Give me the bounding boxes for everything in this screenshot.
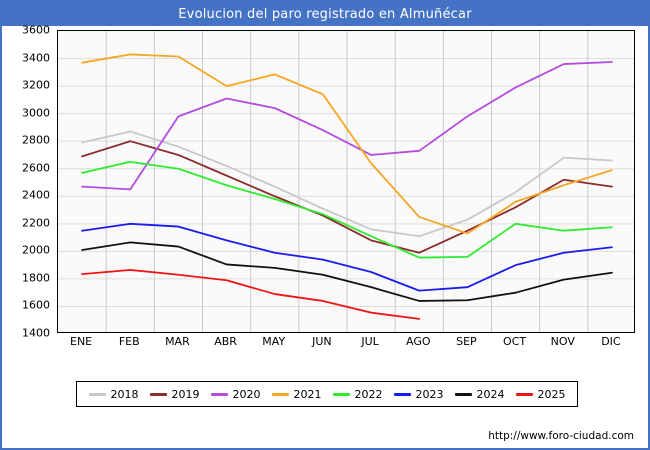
x-axis-tick-label: ABR bbox=[214, 335, 237, 348]
x-axis-tick-label: OCT bbox=[503, 335, 527, 348]
legend-swatch-icon bbox=[515, 392, 533, 396]
y-axis-tick-label: 3600 bbox=[22, 23, 50, 37]
y-axis-tick-label: 3400 bbox=[22, 51, 50, 65]
legend-label: 2021 bbox=[293, 387, 322, 401]
y-axis-tick-label: 2400 bbox=[22, 188, 50, 202]
x-axis-tick-label: SEP bbox=[456, 335, 477, 348]
x-axis-tick-label: MAR bbox=[165, 335, 190, 348]
y-axis-tick-label: 3000 bbox=[22, 106, 50, 120]
x-axis-tick-label: FEB bbox=[118, 335, 140, 348]
plot-area bbox=[57, 30, 635, 333]
x-axis-tick-label: MAY bbox=[262, 335, 286, 348]
legend-swatch-icon bbox=[271, 392, 289, 396]
legend-item-2020[interactable]: 2020 bbox=[210, 387, 261, 401]
x-axis-tick-label: DIC bbox=[601, 335, 621, 348]
x-axis-tick-label: ENE bbox=[70, 335, 93, 348]
legend-swatch-icon bbox=[88, 392, 106, 396]
legend-item-2022[interactable]: 2022 bbox=[332, 387, 383, 401]
y-axis-tick-label: 1800 bbox=[22, 271, 50, 285]
legend-item-2019[interactable]: 2019 bbox=[149, 387, 200, 401]
y-axis-tick-label: 2200 bbox=[22, 216, 50, 230]
legend-item-2018[interactable]: 2018 bbox=[88, 387, 139, 401]
legend-item-2024[interactable]: 2024 bbox=[454, 387, 505, 401]
legend-label: 2023 bbox=[415, 387, 444, 401]
legend-swatch-icon bbox=[149, 392, 167, 396]
legend-item-2025[interactable]: 2025 bbox=[515, 387, 566, 401]
y-axis-tick-label: 1400 bbox=[22, 326, 50, 340]
y-axis-labels: 1400 1600 1800 2000 2200 2400 2600 2800 3000 3200… bbox=[2, 24, 54, 340]
y-axis-tick-label: 2000 bbox=[22, 243, 50, 257]
x-axis-tick-label: JUL bbox=[361, 335, 379, 348]
legend-swatch-icon bbox=[393, 392, 411, 396]
line-chart-canvas bbox=[58, 31, 634, 332]
y-axis-tick-label: 2800 bbox=[22, 133, 50, 147]
legend-item-2021[interactable]: 2021 bbox=[271, 387, 322, 401]
legend-swatch-icon bbox=[332, 392, 350, 396]
legend-item-2023[interactable]: 2023 bbox=[393, 387, 444, 401]
legend-label: 2019 bbox=[171, 387, 200, 401]
page-title: Evolucion del paro registrado en Almuñéc… bbox=[178, 6, 472, 22]
legend-label: 2018 bbox=[110, 387, 139, 401]
legend-label: 2022 bbox=[354, 387, 383, 401]
y-axis-tick-label: 3200 bbox=[22, 78, 50, 92]
y-axis-tick-label: 1600 bbox=[22, 298, 50, 312]
legend-swatch-icon bbox=[210, 392, 228, 396]
legend-label: 2020 bbox=[232, 387, 261, 401]
legend-label: 2024 bbox=[476, 387, 505, 401]
legend-swatch-icon bbox=[454, 392, 472, 396]
x-axis-labels: ENE FEB MAR ABR MAY JUN JUL AGO SEP OCT NOV DIC bbox=[57, 335, 635, 353]
window-title-bar: Evolucion del paro registrado en Almuñéc… bbox=[2, 2, 648, 26]
source-url: http://www.foro-ciudad.com bbox=[488, 430, 634, 442]
x-axis-tick-label: AGO bbox=[405, 335, 431, 348]
legend-label: 2025 bbox=[537, 387, 566, 401]
x-axis-tick-label: JUN bbox=[312, 335, 332, 348]
x-axis-tick-label: NOV bbox=[550, 335, 575, 348]
chart-legend: 2018 2019 2020 2021 2022 2023 2024 2025 bbox=[76, 381, 578, 407]
y-axis-tick-label: 2600 bbox=[22, 161, 50, 175]
